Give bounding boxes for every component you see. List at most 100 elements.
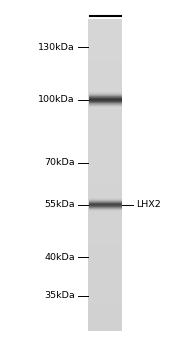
Bar (88, 40, 122, 43)
Bar (88, 258, 122, 261)
Bar (88, 180, 122, 183)
Bar (89, 105, 122, 106)
Bar (89, 104, 122, 105)
Bar (88, 79, 122, 82)
Text: 70kDa: 70kDa (44, 158, 75, 167)
Text: 130kDa: 130kDa (38, 43, 75, 52)
Bar (88, 173, 122, 175)
Bar (88, 284, 122, 287)
Bar (88, 248, 122, 250)
Bar (88, 326, 122, 328)
Bar (88, 193, 122, 196)
Bar (88, 219, 122, 222)
Bar (88, 84, 122, 87)
Bar (88, 250, 122, 253)
Bar (89, 100, 122, 101)
Bar (88, 245, 122, 248)
Text: LHX2: LHX2 (136, 200, 161, 209)
Bar (88, 190, 122, 193)
Bar (88, 209, 122, 211)
Bar (88, 63, 122, 66)
Bar (88, 126, 122, 128)
Bar (88, 320, 122, 323)
Bar (88, 102, 122, 105)
Bar (88, 123, 122, 126)
Bar (89, 94, 122, 95)
Bar (88, 232, 122, 235)
Bar (89, 95, 122, 96)
Bar (88, 177, 122, 180)
Bar (88, 45, 122, 48)
Bar (88, 227, 122, 230)
Bar (88, 131, 122, 133)
Bar (88, 27, 122, 30)
Bar (88, 71, 122, 74)
Bar (88, 97, 122, 100)
Bar (88, 146, 122, 149)
Bar (88, 188, 122, 190)
Bar (88, 43, 122, 45)
Bar (88, 53, 122, 56)
Bar (89, 106, 122, 107)
Bar (88, 164, 122, 167)
Bar (88, 222, 122, 224)
Bar (88, 266, 122, 268)
Text: 55kDa: 55kDa (44, 200, 75, 209)
Bar (88, 198, 122, 201)
Bar (88, 183, 122, 186)
Bar (88, 136, 122, 139)
Bar (88, 89, 122, 92)
Bar (88, 276, 122, 279)
Bar (88, 294, 122, 297)
Text: 100kDa: 100kDa (38, 95, 75, 104)
Bar (88, 35, 122, 37)
Bar (88, 310, 122, 313)
Bar (88, 206, 122, 209)
Bar (88, 302, 122, 305)
Bar (88, 279, 122, 281)
Bar (88, 113, 122, 115)
Bar (88, 19, 122, 22)
Bar (88, 297, 122, 300)
Bar (88, 256, 122, 258)
Bar (88, 152, 122, 154)
Bar (88, 58, 122, 61)
Bar (88, 214, 122, 217)
Bar (88, 92, 122, 94)
Bar (88, 157, 122, 160)
Bar (88, 243, 122, 245)
Bar (88, 48, 122, 50)
Bar (88, 300, 122, 302)
Bar (88, 32, 122, 35)
Bar (88, 201, 122, 204)
Bar (88, 69, 122, 71)
Bar (88, 253, 122, 256)
Bar (88, 110, 122, 113)
Bar (88, 30, 122, 32)
Bar (88, 87, 122, 89)
Bar (88, 56, 122, 58)
Bar (88, 318, 122, 320)
Bar (88, 211, 122, 214)
Bar (88, 186, 122, 188)
Bar (88, 37, 122, 40)
Bar (88, 66, 122, 69)
Bar (88, 289, 122, 292)
Bar (89, 99, 122, 100)
Bar (88, 144, 122, 146)
Bar (88, 287, 122, 289)
Bar (88, 224, 122, 227)
Bar (88, 170, 122, 173)
Bar (88, 118, 122, 120)
Bar (89, 92, 122, 93)
Bar (88, 139, 122, 141)
Bar (88, 74, 122, 76)
Bar (88, 128, 122, 131)
Bar (88, 237, 122, 240)
Bar (88, 217, 122, 219)
Bar (89, 96, 122, 97)
Bar (88, 230, 122, 232)
Bar (88, 315, 122, 318)
Bar (88, 50, 122, 53)
Bar (88, 235, 122, 237)
